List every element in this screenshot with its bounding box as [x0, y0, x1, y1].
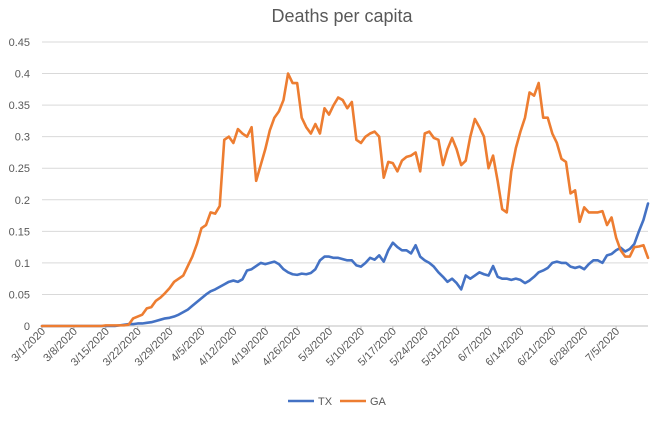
series-line-tx [40, 202, 650, 328]
y-tick-label: 0.15 [9, 226, 30, 238]
y-tick-label: 0.05 [9, 289, 30, 301]
y-tick-label: 0.2 [15, 195, 30, 207]
legend: TX GA [288, 396, 387, 408]
y-tick-label: 0 [24, 321, 30, 333]
y-axis-tick-labels: 0 0.05 0.1 0.15 0.2 0.25 0.3 0.35 0.4 0.45 [9, 37, 30, 333]
x-axis-tick-labels: 3/1/20203/8/20203/15/20203/22/20203/29/2… [9, 326, 622, 369]
y-tick-label: 0.35 [9, 100, 30, 112]
y-tick-label: 0.4 [15, 69, 30, 81]
gridlines [42, 41, 648, 327]
y-tick-label: 0.3 [15, 132, 30, 144]
y-tick-label: 0.45 [9, 37, 30, 49]
y-tick-label: 0.1 [15, 258, 30, 270]
legend-ga-label: GA [370, 396, 387, 408]
legend-tx-label: TX [318, 396, 333, 408]
y-tick-label: 0.25 [9, 163, 30, 175]
series-lines [40, 72, 650, 328]
series-line-ga [40, 72, 650, 328]
chart-title: Deaths per capita [271, 6, 413, 26]
x-tick-label: 7/5/2020 [583, 326, 622, 365]
